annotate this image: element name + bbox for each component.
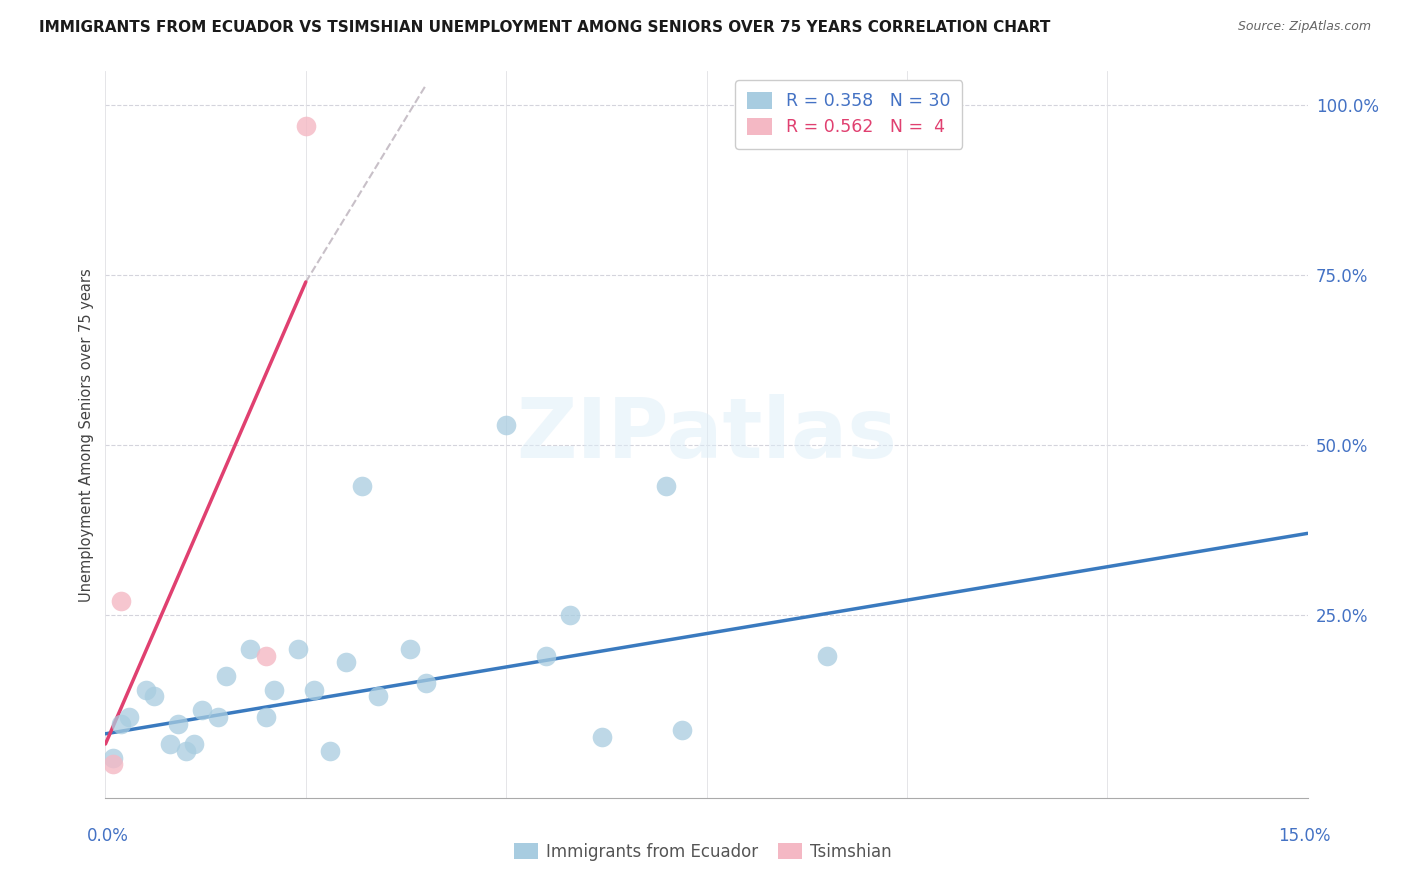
Point xyxy=(239,641,262,656)
Point xyxy=(214,669,236,683)
Point xyxy=(415,676,437,690)
Point xyxy=(254,648,277,663)
Point xyxy=(110,594,132,608)
Point xyxy=(118,710,141,724)
Point xyxy=(495,417,517,432)
Point xyxy=(591,730,613,744)
Point xyxy=(174,744,197,758)
Point xyxy=(103,757,125,772)
Point xyxy=(367,690,389,704)
Point xyxy=(399,641,422,656)
Point xyxy=(142,690,165,704)
Text: 15.0%: 15.0% xyxy=(1278,827,1331,845)
Point xyxy=(159,737,181,751)
Point xyxy=(135,682,157,697)
Point xyxy=(295,119,318,133)
Point xyxy=(350,479,373,493)
Point xyxy=(560,607,582,622)
Point xyxy=(655,479,678,493)
Point xyxy=(287,641,309,656)
Point xyxy=(183,737,205,751)
Point xyxy=(335,656,357,670)
Point xyxy=(319,744,342,758)
Point xyxy=(110,716,132,731)
Point xyxy=(166,716,188,731)
Point xyxy=(254,710,277,724)
Text: Source: ZipAtlas.com: Source: ZipAtlas.com xyxy=(1237,20,1371,33)
Text: 0.0%: 0.0% xyxy=(87,827,129,845)
Legend: Immigrants from Ecuador, Tsimshian: Immigrants from Ecuador, Tsimshian xyxy=(508,837,898,868)
Point xyxy=(534,648,557,663)
Y-axis label: Unemployment Among Seniors over 75 years: Unemployment Among Seniors over 75 years xyxy=(79,268,94,602)
Legend: R = 0.358   N = 30, R = 0.562   N =  4: R = 0.358 N = 30, R = 0.562 N = 4 xyxy=(735,80,962,149)
Point xyxy=(671,723,693,738)
Point xyxy=(302,682,325,697)
Point xyxy=(815,648,838,663)
Text: IMMIGRANTS FROM ECUADOR VS TSIMSHIAN UNEMPLOYMENT AMONG SENIORS OVER 75 YEARS CO: IMMIGRANTS FROM ECUADOR VS TSIMSHIAN UNE… xyxy=(39,20,1050,35)
Text: ZIPatlas: ZIPatlas xyxy=(516,394,897,475)
Point xyxy=(207,710,229,724)
Point xyxy=(103,750,125,764)
Point xyxy=(190,703,212,717)
Point xyxy=(263,682,285,697)
